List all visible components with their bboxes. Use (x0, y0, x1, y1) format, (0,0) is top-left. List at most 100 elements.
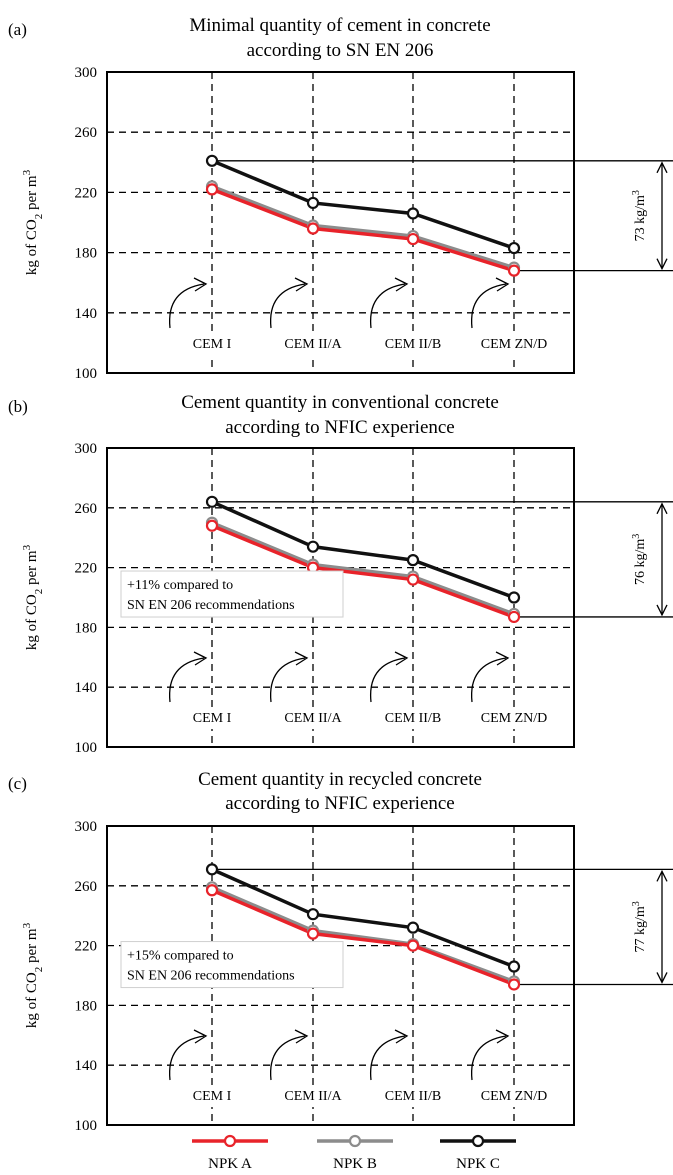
category-label-bg (468, 333, 560, 355)
y-tick-label: 180 (75, 620, 98, 636)
y-tick-label: 220 (75, 561, 98, 577)
chart-title-line2: according to SN EN 206 (247, 40, 434, 61)
y-tick-label: 140 (75, 1058, 98, 1074)
range-label: 77 kg/m3 (631, 901, 649, 952)
series-line-npk-b (211, 521, 515, 616)
data-point-npk-c (507, 591, 521, 604)
data-point-npk-c (406, 207, 420, 220)
chart-panel-a: (a) Minimal quantity of cement in concret… (8, 15, 673, 382)
category-label-bg (468, 1085, 560, 1107)
y-tick-label: 180 (75, 246, 98, 262)
series-line-npk-c (211, 159, 515, 250)
category-label: CEM ZN/D (481, 1089, 548, 1104)
category-arrow (269, 657, 306, 703)
y-tick-label: 300 (75, 441, 98, 457)
category-label: CEM II/A (284, 337, 342, 352)
category-arrow-head (193, 277, 208, 292)
note-text-line1: +15% compared to (127, 949, 234, 964)
data-point-npk-c (205, 154, 219, 167)
chart-panel-c: (c) Cement quantity in recycled concrete a… (8, 769, 673, 1134)
category-arrow-head (495, 1029, 510, 1044)
y-tick-label: 260 (75, 501, 98, 517)
category-arrow-head (193, 1029, 208, 1044)
chart-title-line2: according to NFIC experience (225, 793, 455, 814)
range-arrow-up (656, 502, 668, 515)
y-tick-label: 100 (75, 740, 98, 756)
category-arrow (269, 1035, 306, 1081)
category-label: CEM ZN/D (481, 711, 548, 726)
chart-title: Minimal quantity of cement in concrete (189, 15, 490, 36)
category-label: CEM II/B (385, 1089, 441, 1104)
data-point-npk-c (306, 540, 320, 553)
plot-frame (106, 825, 575, 1126)
category-label-bg (367, 707, 459, 729)
category-arrow (470, 657, 507, 703)
note-box (120, 570, 344, 618)
data-point-npk-a (406, 232, 420, 246)
range-arrow-up (656, 869, 668, 882)
series-line-npk-a (211, 888, 515, 987)
y-tick-label: 300 (75, 819, 98, 835)
category-label: CEM I (193, 1089, 232, 1104)
range-arrow-up (656, 161, 668, 174)
data-point-npk-a (507, 978, 521, 991)
plot-frame (106, 71, 575, 374)
legend-marker-npk-b (348, 1134, 362, 1148)
note-text-line2: SN EN 206 recommendations (127, 969, 295, 984)
note-text-line2: SN EN 206 recommendations (127, 598, 295, 613)
note-text-line1: +11% compared to (127, 578, 233, 593)
data-point-npk-c (205, 863, 219, 876)
y-tick-label: 220 (75, 939, 98, 955)
y-tick-label: 140 (75, 306, 98, 322)
category-label: CEM I (193, 711, 232, 726)
category-label-bg (267, 333, 359, 355)
data-point-npk-a (205, 183, 219, 196)
series-line-npk-c (211, 867, 515, 969)
category-label-bg (468, 707, 560, 729)
panel-label: (a) (8, 20, 27, 39)
data-point-npk-c (306, 196, 320, 210)
category-arrow (168, 657, 205, 703)
chart-title: Cement quantity in conventional concrete (181, 392, 499, 413)
category-arrow (168, 1035, 205, 1081)
legend-label: NPK A (208, 1156, 252, 1172)
data-point-npk-c (507, 960, 521, 973)
data-point-npk-c (406, 554, 420, 567)
panel-label: (b) (8, 397, 28, 416)
category-label: CEM II/A (284, 711, 342, 726)
category-label: CEM ZN/D (481, 337, 548, 352)
range-arrow-down (656, 258, 668, 271)
data-point-npk-c (507, 241, 521, 255)
range-label: 73 kg/m3 (631, 190, 649, 241)
data-point-npk-c (205, 495, 219, 508)
range-label: 76 kg/m3 (631, 534, 649, 585)
data-point-npk-a (406, 939, 420, 952)
data-point-npk-a (306, 927, 320, 940)
legend: NPK A NPK B NPK C (192, 1134, 516, 1172)
category-arrow (269, 283, 306, 329)
legend-marker-npk-c (471, 1134, 485, 1148)
category-label-bg (267, 1085, 359, 1107)
y-tick-label: 260 (75, 125, 98, 141)
y-tick-label: 180 (75, 998, 98, 1014)
data-point-npk-a (507, 264, 521, 277)
data-point-npk-a (306, 222, 320, 235)
range-arrow-down (656, 604, 668, 617)
y-axis-label: kg of CO2 per m3 (21, 922, 45, 1028)
chart-panel-b: (b) Cement quantity in conventional concr… (8, 392, 673, 756)
note-box (120, 941, 344, 989)
category-arrow-head (394, 651, 409, 666)
series-line-npk-a (211, 524, 515, 619)
y-tick-label: 140 (75, 680, 98, 696)
category-label-bg (166, 707, 258, 729)
category-label-bg (166, 333, 258, 355)
data-point-npk-a (406, 573, 420, 586)
y-tick-label: 260 (75, 879, 98, 895)
category-arrow (470, 1035, 507, 1081)
category-label: CEM II/B (385, 337, 441, 352)
plot-frame (106, 447, 575, 748)
legend-marker-npk-a (223, 1134, 237, 1148)
category-arrow (369, 657, 406, 703)
category-arrow-head (294, 651, 309, 666)
